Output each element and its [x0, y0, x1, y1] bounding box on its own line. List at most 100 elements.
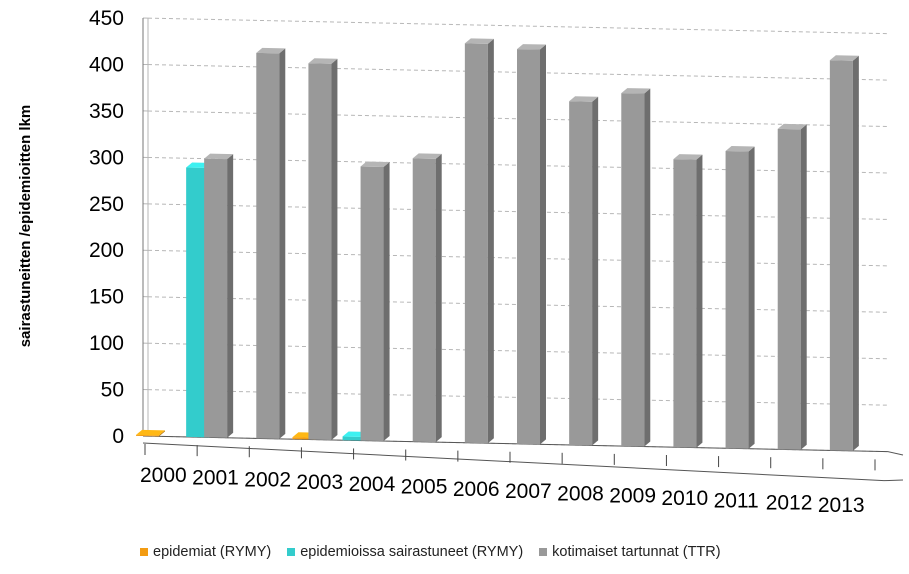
gridline [147, 342, 889, 360]
bar [360, 161, 390, 442]
bar-face [186, 167, 210, 438]
bar-side [435, 153, 442, 443]
bar-face [569, 101, 593, 446]
bar-face [342, 436, 366, 441]
bar-top [360, 161, 390, 168]
x-tick-label: 2005 [401, 476, 448, 499]
x-tick-label: 2004 [349, 473, 396, 496]
x-tick-label: 2013 [818, 494, 865, 517]
bar-top [464, 38, 494, 44]
x-tick-label: 2006 [453, 478, 500, 501]
x-axis-line [142, 442, 885, 482]
legend: epidemiat (RYMY) epidemioissa sairastunee… [140, 544, 737, 560]
legend-label: epidemioissa sairastuneet (RYMY) [300, 544, 524, 560]
y-tick-label: 200 [89, 239, 124, 262]
bar-face [621, 93, 645, 447]
x-tick-labels: 2000 2001 2002 2003 2004 2005 2006 2007 2008 2009… [140, 464, 865, 517]
bar-face [517, 49, 540, 445]
bar-top [725, 145, 755, 152]
gridline [147, 156, 889, 174]
bar [829, 55, 859, 451]
bar-top [308, 58, 338, 64]
bar-top [569, 96, 599, 102]
bar-side [227, 154, 234, 438]
legend-item: epidemiat (RYMY) [140, 544, 271, 560]
y-tick-label: 400 [89, 53, 124, 76]
bar [204, 153, 234, 438]
x-tick-label: 2008 [557, 482, 604, 505]
legend-label: kotimaiset tartunnat (TTR) [552, 544, 721, 560]
legend-item: epidemioissa sairastuneet (RYMY) [287, 544, 523, 560]
bar-side [487, 38, 494, 444]
bar [673, 154, 703, 448]
bar-side [279, 48, 286, 439]
x-tick-label: 2002 [244, 469, 291, 492]
bar-top [136, 429, 165, 436]
y-tick-label: 450 [89, 7, 124, 30]
y-tick-label: 100 [89, 332, 124, 355]
y-tick-label: 50 [101, 379, 124, 402]
bar [725, 145, 755, 449]
bar-face [725, 150, 749, 449]
bar-top [621, 88, 651, 94]
legend-item: kotimaiset tartunnat (TTR) [539, 544, 721, 560]
gridlines [142, 17, 889, 453]
bar-top [829, 55, 859, 61]
bar-top [412, 153, 442, 159]
bar [412, 153, 442, 443]
bar-face [136, 434, 159, 437]
bar-face [777, 128, 801, 450]
bar-top [777, 123, 807, 130]
bar-top [204, 153, 234, 160]
bars [136, 38, 859, 451]
y-axis-label: sairastuneitten /epidemioitten lkm [17, 105, 34, 348]
x-tick-label: 2009 [609, 485, 656, 508]
bar-face [464, 43, 488, 444]
bar [517, 44, 546, 445]
legend-swatch [539, 548, 548, 556]
bar [777, 123, 807, 450]
y-tick-labels: 0 50 100 150 200 250 300 350 400 450 [89, 7, 124, 448]
bar-side [748, 146, 755, 449]
y-tick-label: 250 [89, 193, 124, 216]
bar-side [159, 430, 165, 437]
bar-top [256, 47, 286, 54]
bar [464, 38, 494, 444]
bar-side [592, 96, 599, 446]
bar-side [800, 124, 807, 450]
y-tick-label: 350 [89, 100, 124, 123]
bar-face [360, 166, 384, 442]
floor-back-edge [142, 435, 889, 453]
x-tick-label: 2007 [505, 480, 552, 503]
y-tick-label: 0 [112, 425, 124, 448]
bar-side [331, 58, 338, 440]
bar-side [852, 55, 859, 451]
legend-label: epidemiat (RYMY) [153, 544, 272, 560]
gridline [147, 110, 889, 128]
bar-face [308, 63, 332, 440]
bar [569, 96, 599, 446]
bar-face [829, 60, 853, 451]
bar-side [383, 162, 390, 442]
floor-side-edge [887, 451, 904, 456]
x-tick-label: 2011 [714, 489, 759, 512]
bar-top [517, 44, 546, 50]
y-tick-label: 150 [89, 286, 124, 309]
gridline [147, 249, 889, 267]
x-tick-label: 2010 [661, 487, 708, 510]
bar [256, 47, 286, 439]
legend-swatch [140, 548, 148, 556]
y-tick-label: 300 [89, 146, 124, 169]
bar-face [673, 159, 697, 448]
bar [308, 58, 338, 440]
bar-side [644, 88, 651, 447]
bar [136, 429, 165, 437]
bar-face [204, 158, 228, 438]
bar-side [540, 44, 546, 445]
x-tick-label: 2003 [296, 471, 343, 494]
gridline [147, 203, 889, 220]
gridline [147, 17, 889, 35]
bar-top [673, 154, 703, 160]
gridline [147, 389, 889, 406]
bar-side [696, 154, 703, 448]
